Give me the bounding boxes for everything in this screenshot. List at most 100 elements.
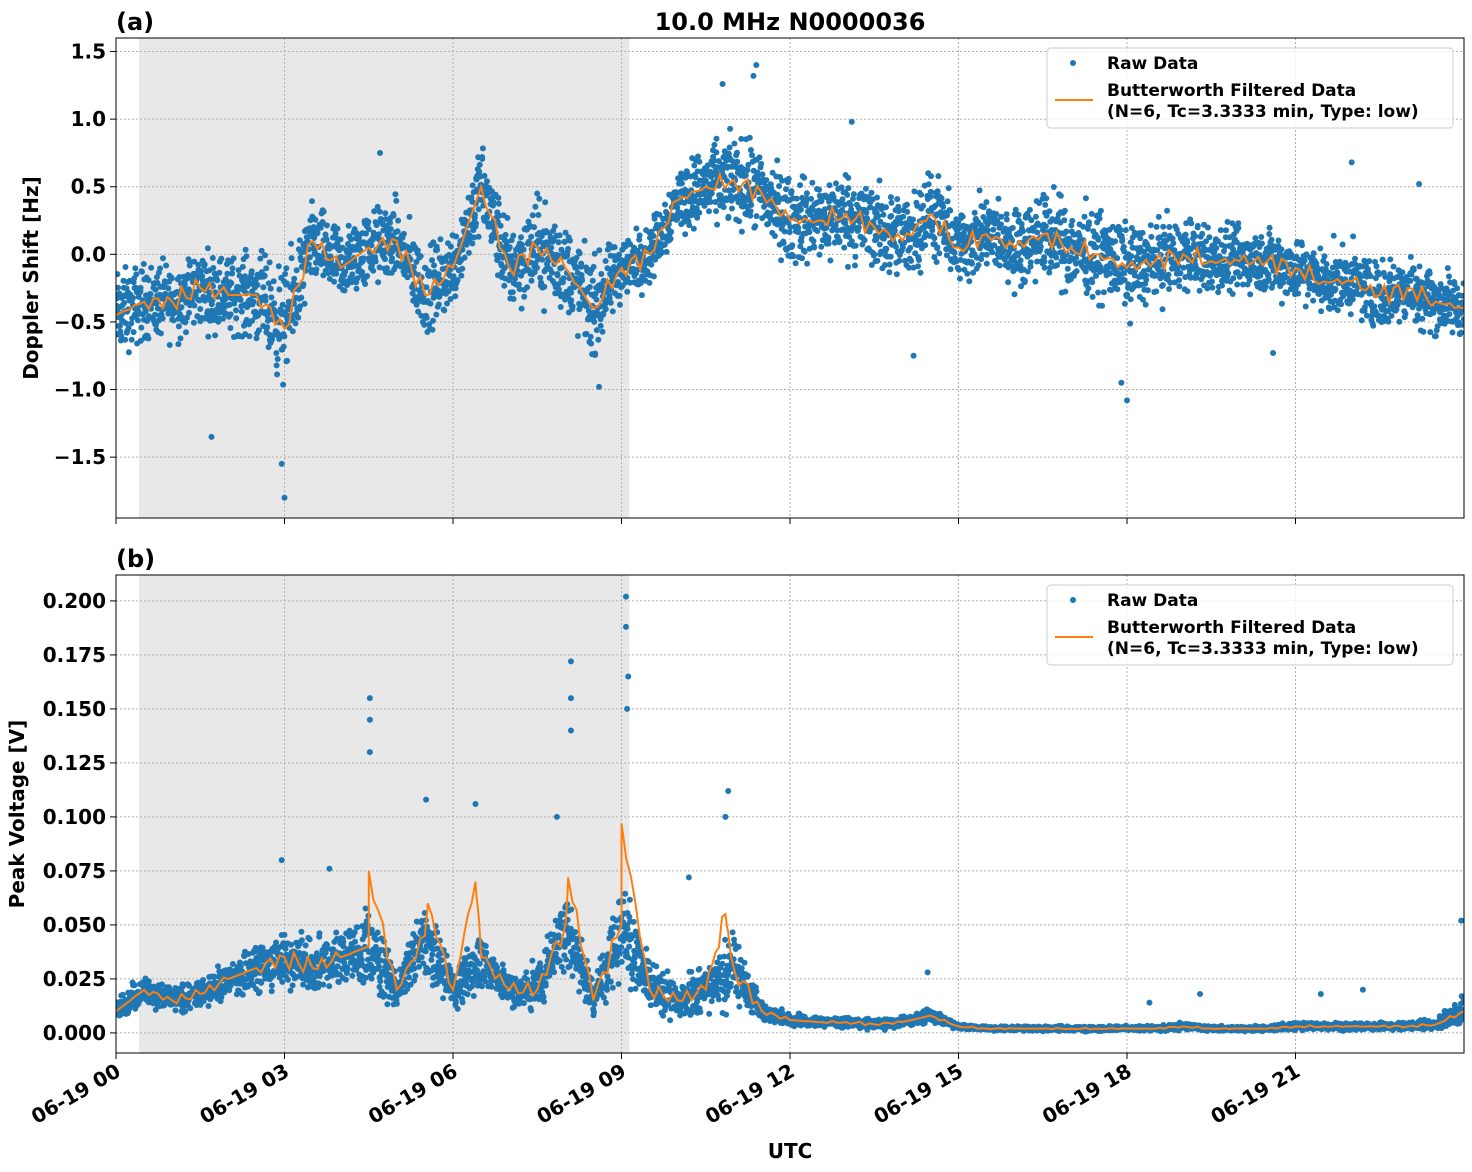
raw-data-point xyxy=(938,195,945,202)
raw-data-point xyxy=(239,991,246,998)
raw-data-point xyxy=(1154,247,1161,254)
raw-data-point xyxy=(845,185,852,192)
raw-data-point xyxy=(1121,270,1127,277)
raw-data-point xyxy=(1234,281,1241,288)
raw-data-point xyxy=(1301,257,1308,264)
raw-data-point xyxy=(1069,217,1076,224)
raw-data-point xyxy=(934,244,941,251)
raw-data-point xyxy=(387,226,394,232)
raw-data-point xyxy=(376,264,383,271)
raw-data-point xyxy=(827,257,834,264)
raw-data-point xyxy=(271,300,278,307)
raw-data-point xyxy=(725,213,732,220)
raw-data-point xyxy=(787,224,794,231)
raw-data-point xyxy=(145,277,152,284)
raw-data-point xyxy=(1376,313,1383,320)
raw-data-point xyxy=(1128,253,1135,260)
raw-data-point xyxy=(435,301,442,308)
raw-data-point xyxy=(650,273,657,280)
raw-data-point xyxy=(803,195,810,202)
raw-data-point xyxy=(1266,231,1273,237)
raw-data-point xyxy=(313,950,320,957)
raw-data-point xyxy=(573,254,580,261)
raw-data-point xyxy=(737,198,744,205)
raw-data-point xyxy=(268,982,275,989)
raw-data-point xyxy=(176,274,183,281)
raw-data-point xyxy=(1046,264,1053,271)
raw-data-point xyxy=(565,245,572,252)
raw-data-point xyxy=(153,274,160,281)
raw-data-point xyxy=(305,261,312,268)
raw-data-point xyxy=(1043,195,1050,202)
raw-data-point xyxy=(940,203,947,210)
raw-data-point xyxy=(1225,270,1232,277)
raw-data-point xyxy=(1387,271,1394,278)
raw-data-point xyxy=(137,337,144,344)
raw-data-point xyxy=(1358,317,1365,324)
raw-data-point xyxy=(983,251,990,258)
panel-a: 1.51.00.50.0−0.5−1.0−1.5(a)Doppler Shift… xyxy=(19,8,1465,524)
raw-data-point xyxy=(933,259,940,265)
raw-data-point xyxy=(1408,271,1415,278)
raw-data-point xyxy=(437,236,444,243)
raw-data-point xyxy=(1373,263,1380,270)
raw-data-point xyxy=(368,262,375,269)
raw-data-point xyxy=(1037,243,1044,250)
raw-data-point xyxy=(1034,258,1041,265)
raw-data-point xyxy=(165,285,172,292)
raw-data-point xyxy=(557,304,564,310)
raw-data-point xyxy=(1302,303,1309,310)
raw-data-point xyxy=(394,228,401,235)
raw-data-point xyxy=(606,295,613,302)
raw-data-point xyxy=(273,362,280,369)
raw-data-point xyxy=(1361,257,1368,264)
raw-data-point xyxy=(922,242,929,249)
raw-data-point xyxy=(191,302,198,309)
raw-data-point xyxy=(1032,278,1039,285)
raw-data-point xyxy=(1458,329,1464,336)
raw-data-point xyxy=(710,181,717,188)
raw-data-point xyxy=(479,145,486,152)
raw-data-point xyxy=(1454,285,1461,292)
raw-data-point xyxy=(195,261,202,268)
raw-data-point xyxy=(382,210,389,217)
raw-data-point xyxy=(797,182,804,189)
raw-data-point xyxy=(998,221,1004,228)
raw-data-point xyxy=(450,273,457,280)
raw-data-point xyxy=(1043,212,1050,219)
raw-data-point xyxy=(1032,213,1039,220)
raw-data-point xyxy=(170,317,177,324)
raw-data-point xyxy=(696,209,703,216)
raw-data-point xyxy=(153,300,160,307)
raw-data-point xyxy=(128,320,135,327)
raw-data-point xyxy=(636,232,643,239)
raw-data-point xyxy=(197,306,204,312)
raw-data-point xyxy=(744,167,751,173)
raw-data-point xyxy=(365,226,372,233)
legend-filtered-params: (N=6, Tc=3.3333 min, Type: low) xyxy=(1107,102,1419,122)
raw-data-point xyxy=(182,1008,189,1015)
raw-data-point xyxy=(139,268,145,275)
raw-data-point xyxy=(1388,312,1395,319)
raw-data-point xyxy=(598,271,605,277)
raw-data-point xyxy=(893,221,900,228)
raw-data-point xyxy=(1180,264,1187,271)
raw-data-point xyxy=(1064,265,1071,272)
raw-data-point xyxy=(848,206,855,213)
raw-data-point xyxy=(886,261,893,268)
raw-data-point xyxy=(1246,277,1253,284)
raw-data-point xyxy=(518,241,525,248)
raw-data-point xyxy=(1027,259,1034,266)
raw-data-point xyxy=(830,194,837,200)
plot-area xyxy=(116,62,1464,501)
raw-data-point xyxy=(531,269,538,276)
raw-data-outlier xyxy=(281,494,288,501)
raw-data-point xyxy=(383,265,390,272)
raw-data-point xyxy=(955,266,962,273)
raw-data-point xyxy=(588,340,595,347)
raw-data-point xyxy=(1112,238,1119,245)
raw-data-point xyxy=(183,329,189,336)
raw-data-point xyxy=(1223,227,1229,234)
raw-data-point xyxy=(423,284,430,291)
raw-data-point xyxy=(747,212,754,219)
